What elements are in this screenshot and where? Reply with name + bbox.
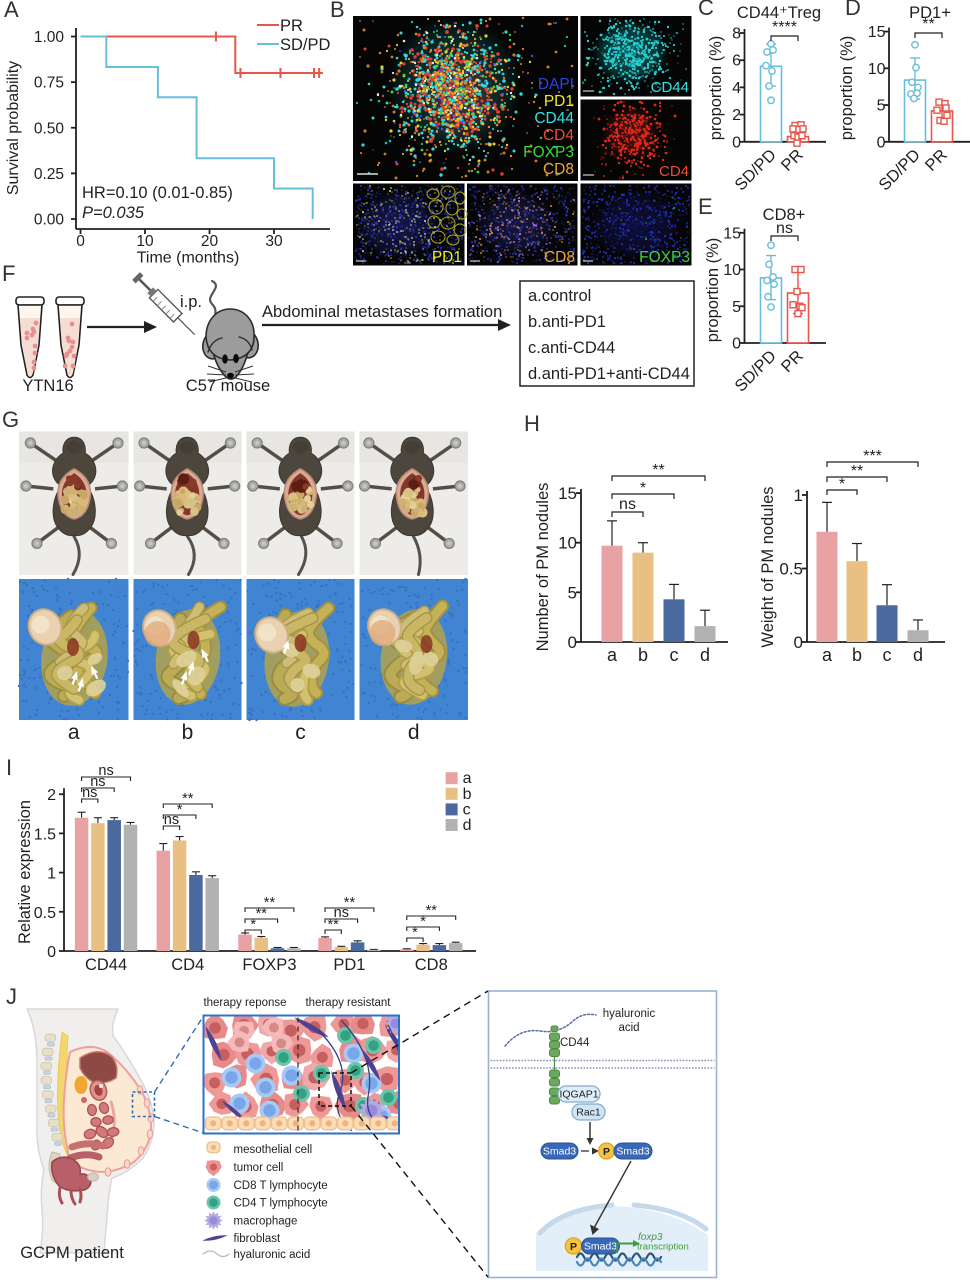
svg-text:B: B bbox=[330, 0, 345, 22]
svg-text:A: A bbox=[4, 0, 19, 22]
svg-text:PD1: PD1 bbox=[432, 249, 462, 266]
svg-text:i.p.: i.p. bbox=[180, 293, 202, 311]
svg-text:30: 30 bbox=[265, 233, 283, 250]
svg-text:0.00: 0.00 bbox=[34, 212, 65, 229]
svg-text:SD/PD: SD/PD bbox=[280, 36, 331, 54]
svg-text:CD44: CD44 bbox=[534, 110, 574, 127]
svg-text:Abdominal metastases formation: Abdominal metastases formation bbox=[262, 303, 502, 321]
svg-text:C57 mouse: C57 mouse bbox=[186, 377, 270, 395]
svg-text:CD44: CD44 bbox=[651, 79, 689, 96]
svg-text:G: G bbox=[2, 407, 19, 432]
svg-text:CD4: CD4 bbox=[543, 127, 574, 144]
svg-text:YTN16: YTN16 bbox=[22, 377, 73, 395]
svg-text:P=0.035: P=0.035 bbox=[82, 204, 145, 222]
svg-text:DAPI: DAPI bbox=[538, 76, 574, 93]
svg-text:0.75: 0.75 bbox=[34, 75, 64, 92]
svg-text:CD4: CD4 bbox=[659, 163, 689, 180]
svg-text:1.00: 1.00 bbox=[34, 29, 65, 46]
svg-text:a.control: a.control bbox=[528, 287, 591, 305]
svg-text:F: F bbox=[2, 261, 15, 286]
svg-text:HR=0.10 (0.01-0.85): HR=0.10 (0.01-0.85) bbox=[82, 184, 233, 202]
svg-text:20: 20 bbox=[201, 233, 219, 250]
svg-text:c.anti-CD44: c.anti-CD44 bbox=[528, 339, 615, 357]
svg-text:b.anti-PD1: b.anti-PD1 bbox=[528, 313, 606, 331]
svg-text:PR: PR bbox=[280, 17, 303, 35]
svg-text:CD8: CD8 bbox=[543, 161, 574, 178]
svg-text:0.25: 0.25 bbox=[34, 166, 64, 183]
svg-text:0: 0 bbox=[76, 233, 85, 250]
svg-text:d.anti-PD1+anti-CD44: d.anti-PD1+anti-CD44 bbox=[528, 365, 690, 383]
svg-text:0.50: 0.50 bbox=[34, 120, 65, 137]
svg-text:FOXP3: FOXP3 bbox=[523, 144, 574, 161]
svg-text:FOXP3: FOXP3 bbox=[639, 249, 690, 266]
svg-text:Survival probability: Survival probability bbox=[5, 61, 22, 195]
svg-text:CD8: CD8 bbox=[544, 249, 575, 266]
svg-text:Time (months): Time (months) bbox=[137, 250, 240, 267]
svg-text:PD1: PD1 bbox=[544, 93, 574, 110]
svg-text:10: 10 bbox=[136, 233, 154, 250]
